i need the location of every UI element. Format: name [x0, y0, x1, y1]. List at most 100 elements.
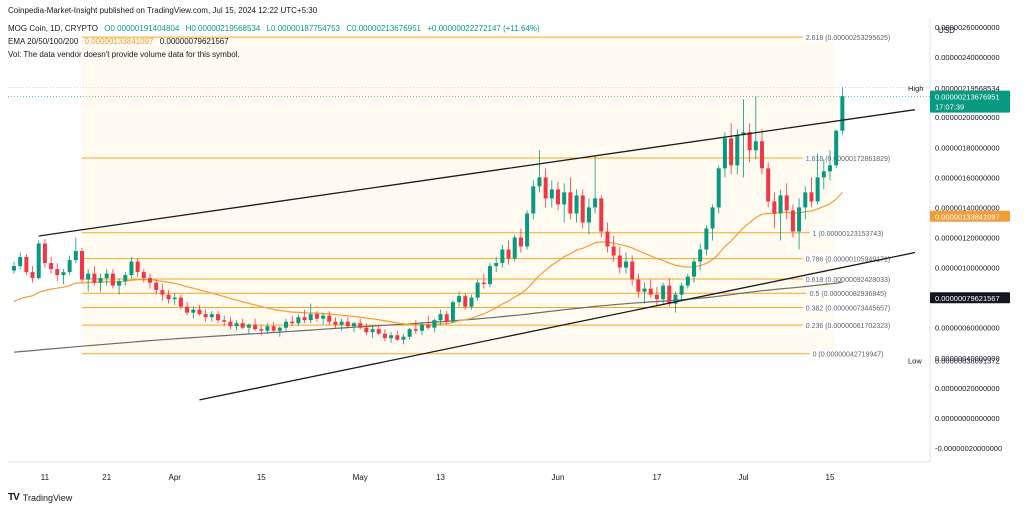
candle-body: [729, 138, 734, 166]
candle-body: [778, 195, 783, 214]
currency-label[interactable]: USD: [938, 26, 955, 35]
candle-body: [302, 317, 307, 321]
candle-body: [382, 333, 387, 339]
candle-body: [593, 198, 598, 208]
candle-body: [797, 207, 802, 232]
x-tick-label: 17: [652, 473, 661, 482]
candle-body: [401, 336, 406, 340]
candle-body: [222, 320, 227, 322]
candle-body: [246, 324, 251, 328]
candle-body: [679, 285, 684, 295]
x-tick-label: Apr: [169, 473, 182, 482]
fib-label-0.786: 0.786 (0.00000105949171): [806, 257, 890, 264]
fib-label-bg: [802, 273, 894, 283]
y-tick-label: 0.00000160000000: [935, 173, 1000, 182]
candle-body: [333, 321, 338, 325]
candle-body: [624, 261, 628, 268]
candle-body: [160, 290, 165, 295]
fib-label-1: 1 (0.00000123153743): [813, 231, 884, 238]
fib-label-2.618: 2.618 (0.00000253295625): [806, 35, 890, 42]
candle-body: [500, 249, 505, 264]
candle-body: [24, 257, 29, 273]
candle-body: [667, 285, 672, 304]
price-tag-low: Low: [908, 357, 922, 366]
y-tick-label: 0.00000240000000: [935, 53, 1000, 62]
candle-body: [55, 269, 60, 276]
x-tick-label: 13: [436, 473, 445, 482]
x-tick-label: 15: [826, 473, 835, 482]
x-tick-label: May: [353, 473, 368, 482]
price-badge-bg: [930, 210, 1010, 222]
candle-body: [438, 314, 443, 321]
candle-body: [636, 279, 641, 292]
candle-body: [648, 288, 653, 295]
candle-body: [321, 315, 326, 319]
candle-body: [73, 251, 78, 261]
candle-body: [772, 201, 777, 214]
candle-body: [525, 213, 530, 247]
candle-body: [61, 272, 66, 276]
trendline-2: [199, 251, 916, 401]
y-tick-label: 0.00000100000000: [935, 264, 1000, 273]
volume-note: Vol: The data vendor doesn't provide vol…: [8, 50, 240, 59]
candle-body: [790, 210, 795, 232]
candle-body: [630, 261, 635, 280]
candle-body: [240, 323, 245, 328]
y-tick-label: 0.00000180000000: [935, 143, 1000, 152]
candle-body: [450, 302, 455, 322]
y-tick-label: 0.00000120000000: [935, 234, 1000, 243]
fib-label-bg: [810, 348, 886, 358]
ema-label: EMA 20/50/100/200: [8, 37, 79, 46]
candle-body: [605, 231, 610, 247]
price-tag-value: 0.00000038091372: [935, 357, 1000, 366]
fib-label-1.618: 1.618 (0.00000172861829): [806, 156, 890, 163]
price-badge-value: 0.00000079621567: [935, 294, 1000, 303]
candle-body: [376, 329, 381, 334]
fib-label-bg: [802, 320, 894, 330]
candle-body: [407, 329, 412, 337]
candle-body: [166, 294, 171, 300]
candle-body: [642, 288, 647, 292]
fib-label-0: 0 (0.00000042719947): [813, 352, 884, 359]
candle-body: [531, 186, 536, 214]
candle-body: [203, 314, 208, 318]
candle-body: [12, 266, 16, 271]
x-tick-label: Jul: [738, 473, 748, 482]
fib-label-bg: [810, 227, 886, 237]
candle-body: [766, 168, 771, 202]
candle-body: [512, 237, 517, 259]
candle-body: [110, 273, 115, 286]
candle-body: [580, 195, 585, 223]
candle-body: [395, 335, 400, 340]
x-tick-label: Jun: [552, 473, 565, 482]
candle-body: [185, 306, 190, 313]
candle-body: [710, 207, 715, 229]
candle-body: [413, 329, 418, 331]
candle-body: [154, 282, 159, 291]
candle-body: [463, 296, 468, 307]
candle-body: [803, 192, 808, 208]
candle-body: [747, 132, 752, 151]
fib-label-0.618: 0.618 (0.00000092428033): [806, 277, 890, 284]
candle-body: [444, 314, 449, 322]
fib-label-bg: [802, 32, 894, 42]
y-tick-label: 0.00000140000000: [935, 203, 1000, 212]
fib-label-0.236: 0.236 (0.00000061702323): [806, 323, 890, 330]
candle-body: [123, 275, 128, 282]
candle-body: [716, 168, 721, 208]
candle-body: [494, 263, 499, 267]
candle-body: [259, 329, 264, 331]
tradingview-logo[interactable]: TV TradingView: [8, 492, 72, 503]
price-badge-bg: [930, 90, 1010, 113]
candle-body: [339, 321, 344, 325]
candle-body: [815, 177, 820, 202]
candle-body: [277, 327, 282, 331]
change-value: +0.00000022272147 (+11.64%): [427, 24, 540, 33]
candle-body: [345, 321, 350, 327]
candle-body: [98, 278, 103, 283]
price-badge-countdown: 17:07:39: [935, 103, 964, 112]
y-tick-label: 0.00000260000000: [935, 23, 1000, 32]
ema-value-2: 0.00000079621567: [159, 37, 229, 46]
close-value: C0.00000213676951: [346, 24, 421, 33]
